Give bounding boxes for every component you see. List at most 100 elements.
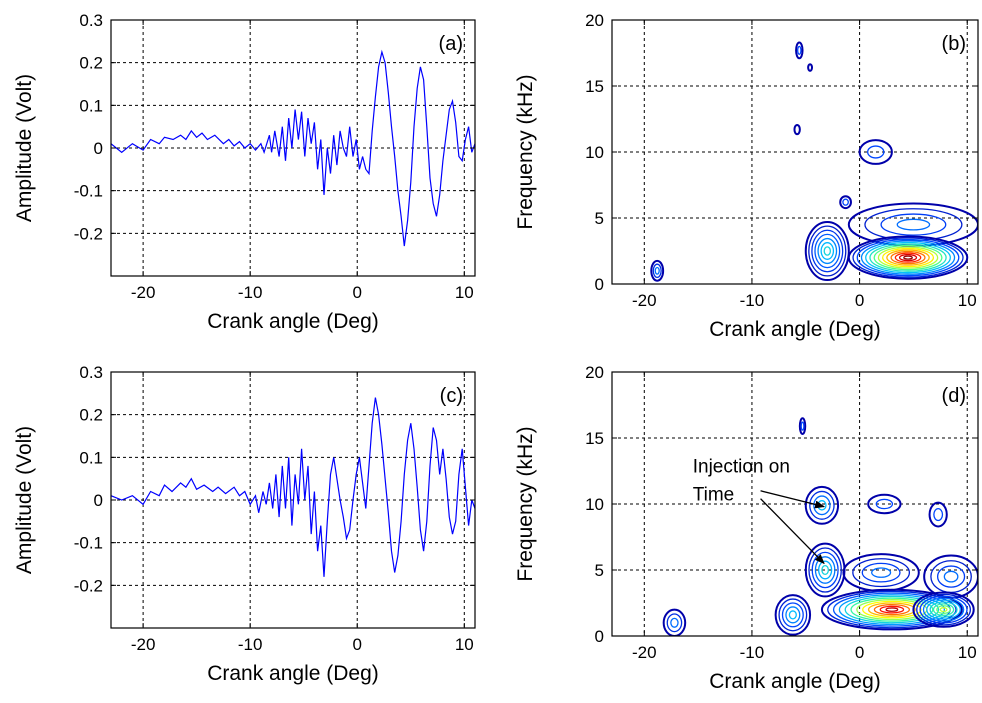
panel-label: (d) [942,385,966,407]
contour-ring [943,570,959,583]
contour-ring [817,237,838,265]
contour-ring [932,603,955,616]
y-axis-label: Amplitude (Volt) [13,426,36,574]
y-tick-label: 0.3 [79,11,103,30]
y-tick-label: 20 [585,363,604,382]
x-tick-label: 10 [958,643,977,662]
contour-ring [797,45,802,55]
contour-ring [804,485,840,525]
contour-ring [867,602,916,617]
y-tick-label: 0.1 [79,96,103,115]
contour-ring [875,498,894,510]
x-tick-label: -20 [131,635,156,654]
panel-b: -20 -10 0 10 0 5 10 15 20 Crank angle (Deg) Freque… [514,11,979,341]
x-tick-label: 0 [855,643,864,662]
contour-ring [919,595,968,624]
contour-ring [852,558,911,588]
contour-ring [798,417,807,436]
contour-ring [811,229,844,273]
x-axis-label: Crank angle (Deg) [207,662,379,685]
x-axis-label: Crank angle (Deg) [207,310,379,333]
y-tick-label: 5 [595,209,604,228]
contour-ring [654,266,660,275]
contour-ring [852,237,964,278]
panel-a: -20 -10 0 10 -0.2 -0.1 0 0.1 0.2 0.3 Crank angle (… [13,11,476,333]
panel-d: -20 -10 0 10 0 5 10 15 20 Crank angle (Deg) Freque… [514,363,979,693]
contour-ring [800,421,805,431]
x-tick-label: -20 [131,283,156,302]
y-tick-label: 0.2 [79,406,103,425]
y-axis-label: Frequency (kHz) [514,426,537,581]
contour-ring [882,247,935,268]
panel-label: (b) [942,33,966,55]
x-tick-label: -20 [632,291,657,310]
contour-ring [936,565,966,588]
contour-ring [813,495,831,516]
x-tick-label: 0 [855,291,864,310]
panel-c: -20 -10 0 10 -0.2 -0.1 0 0.1 0.2 0.3 Crank angle (… [13,363,476,685]
y-tick-label: -0.1 [74,534,103,553]
contour-ring [666,613,683,633]
y-tick-label: 0.1 [79,448,103,467]
contour-ring [774,594,812,636]
contour-ring [912,591,975,628]
contour-ring [839,195,852,210]
y-tick-label: 0 [94,139,103,158]
panel-label: (c) [440,385,463,407]
x-tick-label: -20 [632,643,657,662]
contour-ring [865,241,951,274]
contour-ring [670,617,679,628]
contour-ring [928,501,948,528]
y-tick-label: -0.1 [74,182,103,201]
y-tick-label: -0.2 [74,224,103,243]
contour-ring [807,63,814,72]
contour-ring [811,551,839,589]
contour-ring [898,253,918,262]
x-axis-label: Crank angle (Deg) [709,670,881,693]
contour-ring [873,244,943,271]
contour-ring [861,562,901,583]
contour-ring [871,567,892,578]
y-tick-label: 20 [585,11,604,30]
x-tick-label: -10 [740,643,765,662]
contour-ring [781,602,804,628]
y-tick-label: 15 [585,429,604,448]
x-tick-label: -10 [238,283,263,302]
contour-ring [879,605,905,614]
contour-ring [903,255,913,260]
tick-marks [111,19,475,276]
contour-ring [864,208,963,242]
contour-ring [808,547,842,593]
contour-ring [850,597,934,622]
contour-ring [873,603,911,616]
contour-ring [939,607,948,613]
contour-ring [785,606,801,624]
contour-ring [890,250,926,265]
x-tick-label: -10 [740,291,765,310]
series-line [111,49,475,247]
x-tick-label: 10 [455,635,474,654]
y-axis-label: Amplitude (Volt) [13,74,36,222]
contour-ring [793,123,801,136]
y-tick-label: 0 [94,491,103,510]
contour-ring [885,607,899,612]
contour-ring [650,259,665,282]
contour-ring [809,490,835,520]
contour-ring [922,597,965,622]
contour-ring [844,595,940,624]
y-tick-label: -0.2 [74,576,103,595]
x-tick-label: 0 [353,635,362,654]
x-tick-label: 10 [958,291,977,310]
contour-ring [867,493,902,515]
contour-ring [804,220,850,282]
annotation-text: Injection on [693,456,790,477]
y-axis-label: Frequency (kHz) [514,74,537,229]
contour-ring [814,233,841,269]
tick-marks [111,371,475,628]
contour-ring [838,594,946,626]
contour-ring [847,235,969,280]
contour-ring [860,240,956,275]
annotation-arrow [760,490,826,509]
contour-ring [877,246,939,269]
